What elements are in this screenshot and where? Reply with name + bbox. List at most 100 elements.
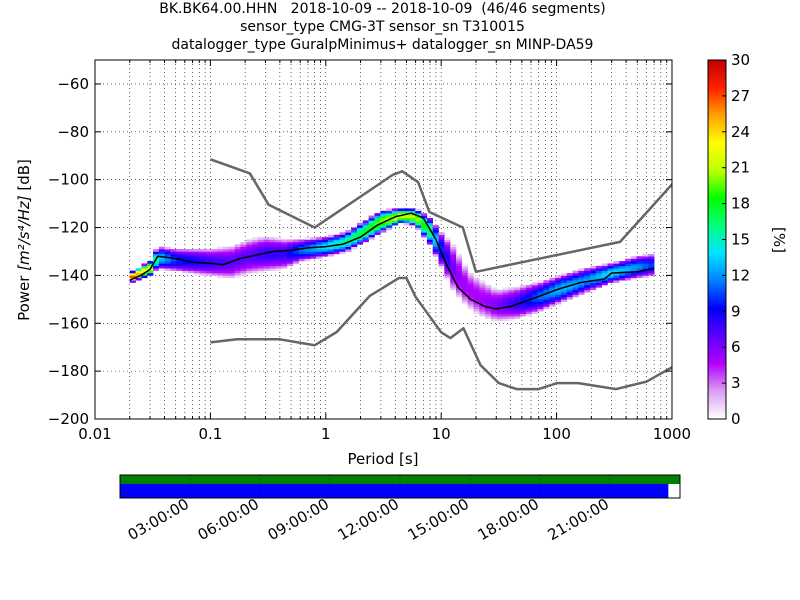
- density-cell: [257, 246, 265, 250]
- density-cell: [403, 215, 410, 219]
- density-cell: [584, 273, 591, 276]
- density-cell: [351, 241, 358, 245]
- density-cell: [426, 234, 434, 238]
- density-cell: [199, 251, 206, 255]
- density-cell: [153, 249, 160, 252]
- density-cell: [252, 244, 259, 247]
- y-tick-label: −100: [48, 171, 89, 189]
- density-cell: [158, 251, 165, 255]
- density-cell: [613, 280, 620, 283]
- density-cell: [502, 313, 509, 317]
- density-cell: [456, 261, 463, 264]
- density-cell: [485, 311, 492, 314]
- density-cell: [566, 296, 573, 300]
- density-cell: [438, 263, 445, 267]
- density-cell: [584, 282, 591, 286]
- density-cell: [555, 277, 562, 281]
- density-cell: [281, 253, 288, 257]
- density-cell: [485, 296, 492, 300]
- density-cell: [438, 265, 445, 269]
- density-cell: [648, 265, 655, 269]
- density-cell: [566, 277, 573, 281]
- density-cell: [543, 294, 550, 298]
- colorbar-label: [%]: [770, 227, 788, 253]
- timeline-tick-label: 15:00:00: [405, 495, 472, 544]
- colorbar-tick-label: 18: [731, 195, 750, 213]
- density-cell: [374, 213, 381, 216]
- density-cell: [164, 268, 171, 271]
- density-cell: [153, 265, 160, 269]
- density-cell: [415, 215, 422, 219]
- density-cell: [479, 296, 486, 300]
- density-cell: [642, 265, 649, 269]
- density-cell: [578, 268, 585, 271]
- density-cell: [327, 253, 334, 257]
- density-cell: [386, 227, 393, 231]
- density-cell: [584, 289, 591, 293]
- density-cell: [572, 294, 579, 298]
- density-cell: [252, 237, 259, 240]
- density-cell: [409, 208, 416, 212]
- density-cell: [525, 287, 533, 291]
- density-cell: [228, 251, 235, 255]
- density-cell: [222, 251, 230, 255]
- density-cell: [438, 261, 445, 264]
- density-cell: [537, 284, 544, 288]
- density-cell: [584, 284, 591, 288]
- density-cell: [607, 270, 614, 274]
- density-cell: [351, 239, 358, 243]
- density-cell: [450, 265, 457, 269]
- colorbar-tick-label: 30: [731, 51, 750, 69]
- density-cell: [624, 273, 632, 276]
- density-cell: [485, 289, 492, 293]
- density-cell: [636, 265, 643, 269]
- density-cell: [578, 277, 585, 281]
- density-cell: [380, 225, 387, 228]
- density-cell: [164, 265, 171, 269]
- density-cell: [520, 289, 527, 293]
- density-cell: [456, 292, 463, 295]
- density-cell: [590, 280, 597, 283]
- density-cell: [531, 294, 538, 298]
- density-cell: [240, 251, 247, 255]
- density-cell: [630, 258, 637, 262]
- density-cell: [368, 225, 375, 228]
- density-cell: [158, 263, 165, 267]
- density-cell: [537, 287, 544, 291]
- density-cell: [222, 261, 230, 264]
- density-cell: [252, 261, 259, 264]
- density-cell: [217, 265, 224, 269]
- density-cell: [467, 287, 474, 291]
- density-cell: [310, 239, 317, 243]
- density-cell: [520, 299, 527, 303]
- density-cell: [537, 299, 544, 303]
- density-cell: [310, 244, 317, 247]
- density-cell: [217, 268, 224, 271]
- density-cell: [345, 237, 352, 240]
- density-cell: [409, 213, 416, 216]
- density-cell: [333, 239, 340, 243]
- density-cell: [380, 213, 387, 216]
- density-cell: [193, 273, 200, 276]
- density-cell: [613, 265, 620, 269]
- density-cell: [269, 246, 276, 250]
- density-cell: [461, 268, 468, 271]
- density-cell: [531, 301, 538, 305]
- density-cell: [391, 210, 399, 214]
- density-cell: [450, 244, 457, 247]
- density-cell: [228, 273, 235, 276]
- density-cell: [397, 208, 404, 212]
- density-cell: [555, 292, 562, 295]
- density-cell: [275, 246, 282, 250]
- density-cell: [397, 215, 404, 219]
- density-cell: [537, 280, 544, 283]
- density-cell: [333, 251, 340, 255]
- density-cell: [240, 258, 247, 262]
- density-cell: [310, 241, 317, 245]
- colorbar-tick-label: 12: [731, 266, 750, 284]
- density-cell: [287, 253, 294, 257]
- density-cell: [461, 287, 468, 291]
- density-cell: [263, 244, 270, 247]
- density-cell: [304, 237, 311, 240]
- density-cell: [444, 258, 451, 262]
